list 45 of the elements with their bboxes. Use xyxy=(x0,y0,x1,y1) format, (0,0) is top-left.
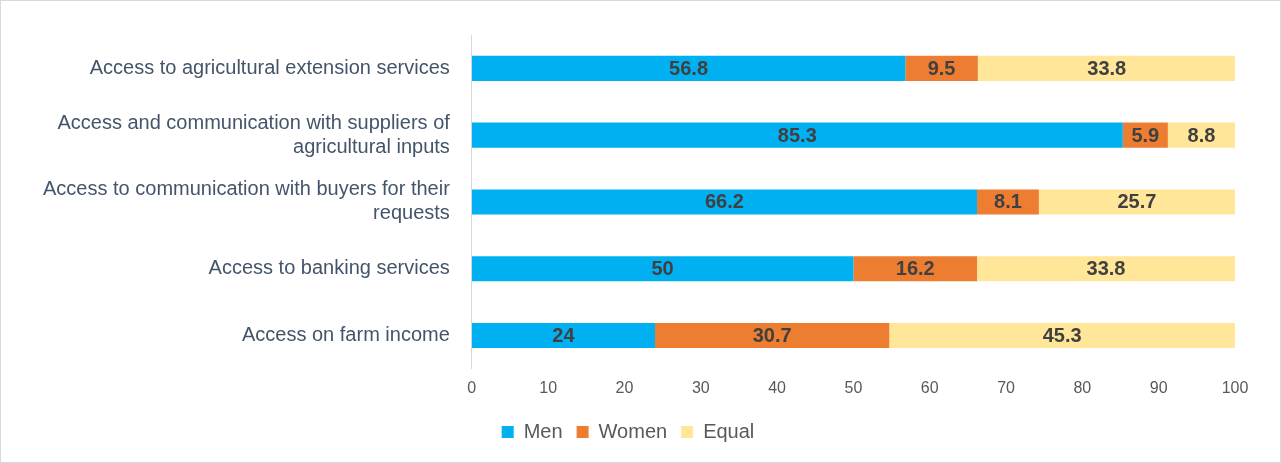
x-tick-label: 40 xyxy=(768,378,787,396)
x-tick-label: 0 xyxy=(467,378,477,396)
y-tick-label: Access and communication with suppliers of agricultural inputs xyxy=(57,110,451,157)
y-tick-label: Access to communication with buyers for their requests xyxy=(43,177,451,224)
x-tick-label: 80 xyxy=(1073,378,1092,396)
bar xyxy=(471,322,655,348)
bar xyxy=(654,322,890,348)
data-label: 8.8 xyxy=(1187,123,1216,146)
y-tick-label: Access to banking services xyxy=(208,256,450,279)
bar xyxy=(1038,189,1235,215)
y-tick-label: Access to agricultural extension services xyxy=(89,55,450,78)
y-tick-label: Access on farm income xyxy=(241,322,450,345)
data-label: 33.8 xyxy=(1087,56,1127,79)
x-tick-label: 20 xyxy=(615,378,634,396)
bar xyxy=(471,189,978,215)
x-tick-label: 10 xyxy=(539,378,558,396)
bar xyxy=(977,55,1235,81)
bar xyxy=(471,55,906,81)
data-label: 16.2 xyxy=(895,257,935,280)
data-label: 25.7 xyxy=(1117,190,1157,213)
legend-label: Women xyxy=(598,419,668,442)
bar xyxy=(471,256,854,282)
x-tick-label: 30 xyxy=(691,378,710,396)
x-tick-label: 50 xyxy=(844,378,863,396)
x-tick-label: 100 xyxy=(1221,378,1249,396)
data-label: 8.1 xyxy=(994,190,1022,213)
x-tick-label: 90 xyxy=(1149,378,1168,396)
data-label: 30.7 xyxy=(752,323,792,346)
legend-label: Equal xyxy=(703,419,755,442)
legend-label: Men xyxy=(523,419,563,442)
data-label: 5.9 xyxy=(1131,123,1160,146)
bar xyxy=(471,122,1123,148)
bar xyxy=(977,256,1235,282)
data-label: 45.3 xyxy=(1042,323,1082,346)
data-label: 50 xyxy=(651,257,674,280)
data-label: 56.8 xyxy=(669,56,709,79)
data-label: 33.8 xyxy=(1086,257,1126,280)
bar xyxy=(889,322,1235,348)
data-label: 66.2 xyxy=(704,190,744,213)
x-tick-label: 60 xyxy=(920,378,939,396)
data-label: 9.5 xyxy=(927,56,956,79)
bar xyxy=(853,256,978,282)
x-tick-label: 70 xyxy=(997,378,1016,396)
data-label: 85.3 xyxy=(777,123,817,146)
data-label: 24 xyxy=(552,323,576,346)
